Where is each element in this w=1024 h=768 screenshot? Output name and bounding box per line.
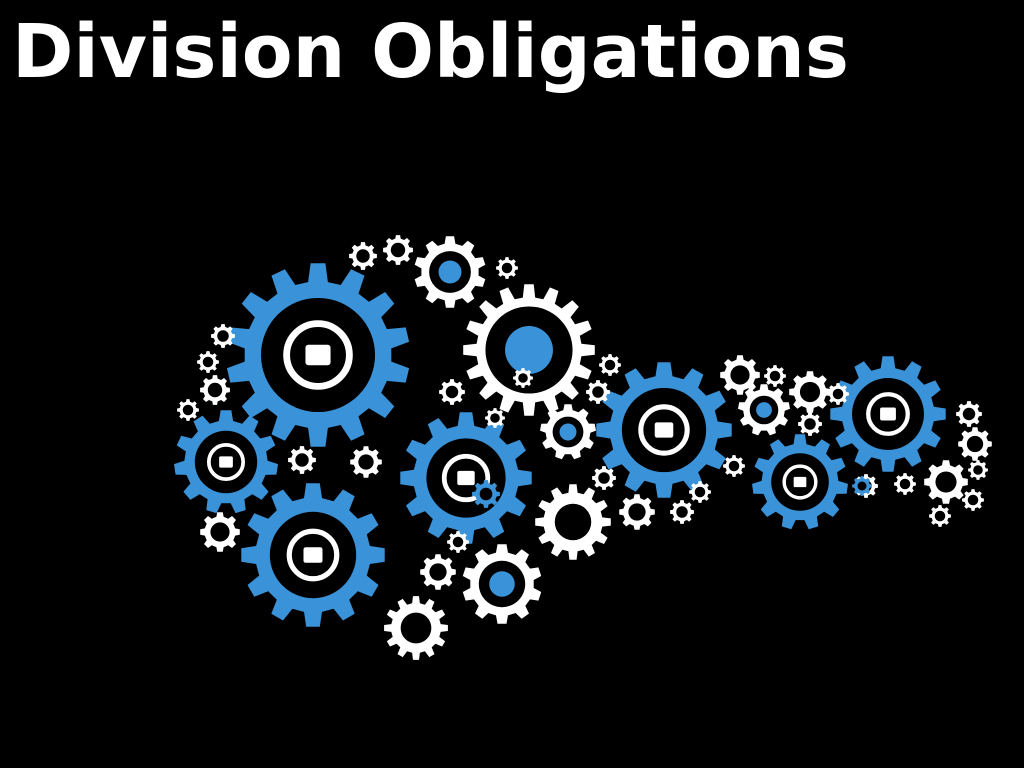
- small-gear-icon: [200, 512, 240, 552]
- small-gear-icon: [439, 379, 465, 405]
- blue-gear: [596, 362, 732, 498]
- small-gear-icon: [420, 554, 456, 590]
- white-gear: [414, 236, 486, 308]
- white-gear: [462, 544, 542, 624]
- white-gear: [463, 284, 595, 416]
- small-gear-icon: [349, 242, 377, 270]
- signpost-icon: [489, 571, 515, 597]
- blue-gear: [174, 410, 278, 514]
- small-gear-icon: [599, 354, 621, 376]
- small-gear-icon: [447, 531, 469, 553]
- small-gear-icon: [720, 355, 760, 395]
- small-gear-icon: [197, 351, 219, 373]
- head-analytics-icon: [283, 320, 353, 390]
- small-gear-icon: [723, 455, 745, 477]
- white-gear: [738, 384, 790, 436]
- small-gear-icon: [764, 365, 786, 387]
- small-gear-icon: [200, 375, 230, 405]
- small-gear-icon: [798, 412, 822, 436]
- chess-rook-icon: [559, 423, 577, 441]
- small-gear-icon: [962, 489, 984, 511]
- person-compass-icon: [782, 464, 818, 500]
- blue-gear: [241, 483, 385, 627]
- small-gear-icon: [496, 257, 518, 279]
- small-gear-icon: [586, 380, 610, 404]
- binoculars-icon: [206, 442, 246, 482]
- small-gear-icon: [956, 401, 982, 427]
- team-network-icon: [756, 402, 772, 418]
- small-gear-icon: [383, 235, 413, 265]
- small-gear-icon: [968, 460, 988, 480]
- small-gear-icon: [535, 484, 611, 560]
- blue-gear: [830, 356, 946, 472]
- blue-gear: [752, 434, 848, 530]
- small-gear-icon: [789, 371, 831, 413]
- lightbulb-check-icon: [866, 392, 910, 436]
- small-gear-icon: [288, 446, 316, 474]
- slide-title: Division Obligations: [12, 9, 849, 95]
- small-gear-icon: [350, 446, 382, 478]
- small-gear-icon: [689, 481, 711, 503]
- small-gear-icon: [592, 466, 616, 490]
- small-gear-icon: [211, 324, 235, 348]
- small-gear-icon: [485, 408, 505, 428]
- globe-gear-icon: [441, 453, 491, 503]
- small-gear-icon: [929, 505, 951, 527]
- blue-gear: [400, 412, 532, 544]
- small-gear-icon: [924, 460, 968, 504]
- small-gear-icon: [619, 494, 655, 530]
- white-gear: [540, 404, 596, 460]
- pentagon-icon: [638, 404, 690, 456]
- small-blue-gear-icon: [472, 480, 500, 508]
- small-gear-icon: [894, 473, 916, 495]
- dollar-click-icon: [438, 260, 462, 284]
- small-gear-icon: [827, 383, 849, 405]
- small-gear-icon: [958, 427, 992, 461]
- small-gear-icon: [177, 399, 199, 421]
- small-gear-icon: [384, 596, 448, 660]
- small-blue-gear-icon: [852, 476, 872, 496]
- blue-gear: [226, 263, 410, 447]
- money-stack-icon: [286, 528, 340, 582]
- coins-growth-icon: [505, 326, 553, 374]
- small-gear-icon: [513, 368, 533, 388]
- small-gear-icon: [670, 500, 694, 524]
